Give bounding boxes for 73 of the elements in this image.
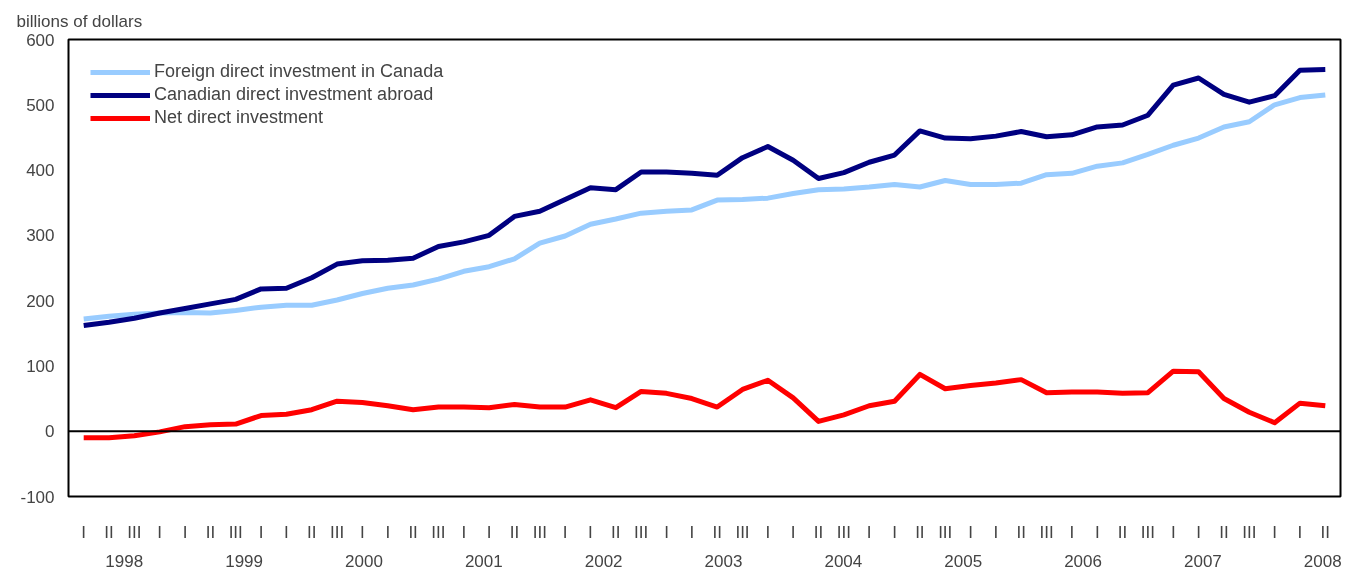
y-tick-label: 400 — [26, 161, 55, 181]
x-tick-label: I — [1069, 522, 1075, 542]
x-tick-label: I — [385, 522, 391, 542]
x-tick-label: III — [228, 522, 243, 542]
x-tick-label: II — [1117, 522, 1128, 542]
x-tick-label: I — [1297, 522, 1303, 542]
x-tick-label: II — [509, 522, 520, 542]
x-tick-label: I — [258, 522, 264, 542]
x-tick-label: III — [330, 522, 345, 542]
x-tick-label: I — [588, 522, 593, 542]
x-tick-label: I — [1272, 522, 1277, 542]
legend-label: Foreign direct investment in Canada — [154, 61, 444, 82]
x-tick-label: II — [813, 522, 824, 542]
text: 2007 — [1184, 551, 1222, 569]
text: 2000 — [345, 551, 383, 569]
x-tick-label: I — [765, 522, 771, 542]
x-tick-label: III — [836, 522, 851, 542]
text: 1999 — [225, 551, 264, 569]
x-tick-label: I — [1094, 522, 1100, 542]
x-tick-label: I — [689, 522, 695, 542]
x-tick-label: I — [157, 522, 163, 542]
y-tick-label: 600 — [26, 30, 55, 50]
text: 2004 — [824, 551, 863, 569]
x-tick-label: III — [1242, 522, 1257, 542]
legend-label: Net direct investment — [154, 107, 324, 128]
text: 2008 — [1303, 551, 1342, 569]
x-tick-label: I — [1170, 522, 1176, 542]
text: 2005 — [944, 551, 983, 569]
x-tick-label: II — [104, 522, 114, 542]
x-tick-label: II — [205, 522, 216, 542]
x-tick-label: III — [735, 522, 750, 542]
x-tick-label: II — [1219, 522, 1229, 542]
x-tick-label: I — [461, 522, 467, 542]
x-tick-label: III — [1140, 522, 1156, 542]
x-tick-label: I — [790, 522, 796, 542]
x-tick-label: III — [532, 522, 547, 542]
x-tick-label: II — [712, 522, 722, 542]
x-tick-label: III — [431, 522, 446, 542]
x-tick-label: II — [915, 522, 925, 542]
text: 2002 — [584, 551, 623, 569]
x-tick-label: II — [408, 522, 418, 542]
x-tick-label: I — [562, 522, 568, 542]
legend-label: Canadian direct investment abroad — [154, 84, 434, 105]
y-axis-title: billions of dollars — [16, 11, 143, 31]
text: 2001 — [464, 551, 503, 569]
y-tick-label: 100 — [26, 356, 55, 376]
x-tick-label: II — [1016, 522, 1026, 542]
x-tick-label: I — [968, 522, 973, 542]
x-tick-label: III — [127, 522, 142, 542]
x-tick-label: III — [1039, 522, 1054, 542]
x-tick-label: I — [866, 522, 872, 542]
x-tick-label: I — [993, 522, 999, 542]
text: 1998 — [105, 551, 144, 569]
x-tick-label: I — [486, 522, 492, 542]
x-tick-label: I — [182, 522, 188, 542]
y-tick-label: 200 — [26, 291, 55, 311]
x-tick-label: II — [1320, 522, 1331, 542]
x-tick-label: I — [1196, 522, 1201, 542]
x-tick-label: III — [634, 522, 649, 542]
x-tick-label: II — [307, 522, 317, 542]
y-tick-label: 0 — [45, 422, 55, 442]
text: 2006 — [1064, 551, 1102, 569]
x-tick-label: I — [892, 522, 897, 542]
y-tick-label: 300 — [26, 226, 55, 246]
x-tick-label: I — [81, 522, 87, 542]
x-tick-label: II — [611, 522, 621, 542]
x-tick-label: I — [360, 522, 365, 542]
y-tick-label: 500 — [26, 95, 55, 115]
x-tick-label: III — [938, 522, 953, 542]
y-tick-label: -100 — [20, 487, 55, 507]
text: 2003 — [704, 551, 743, 569]
x-tick-label: I — [664, 522, 669, 542]
x-tick-label: I — [284, 522, 289, 542]
